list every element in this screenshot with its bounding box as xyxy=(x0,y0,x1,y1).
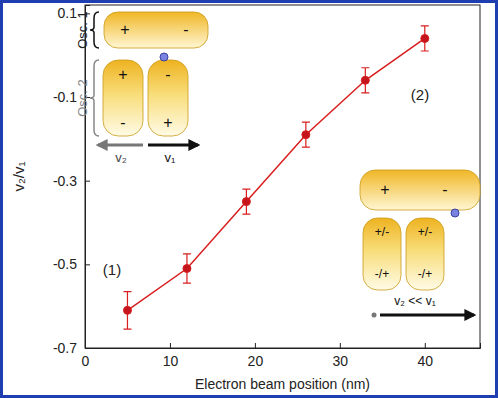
error-bar xyxy=(302,122,310,147)
osc1-rod xyxy=(104,12,208,48)
x-tick-mark xyxy=(340,343,341,348)
y-tick-label: 0.1 xyxy=(58,5,78,21)
error-bar xyxy=(242,189,250,214)
data-point xyxy=(242,198,250,206)
x-tick-label: 30 xyxy=(333,353,349,369)
arrow xyxy=(148,144,198,147)
y-tick-label: -0.3 xyxy=(53,173,77,189)
x-tick: 20 xyxy=(248,343,264,369)
data-point xyxy=(183,265,191,273)
error-bar xyxy=(361,68,369,93)
brace xyxy=(90,12,99,48)
osc2-rod xyxy=(103,60,143,136)
brace xyxy=(90,60,99,136)
annotation: + xyxy=(118,66,127,83)
x-tick: 30 xyxy=(333,343,349,369)
annotation: v₂ xyxy=(115,150,127,165)
plot-frame xyxy=(85,5,480,348)
x-tick-label: 40 xyxy=(417,353,433,369)
y-tick-mark xyxy=(85,181,90,182)
annotation: -/+ xyxy=(418,267,432,281)
x-tick-mark xyxy=(425,343,426,348)
y-tick: -0.3 xyxy=(53,173,90,189)
osc2-rod xyxy=(406,218,444,290)
y-tick: -0.5 xyxy=(53,256,90,272)
annotation: +/- xyxy=(418,225,432,239)
annotations: (1) (2) Osc. 1 Osc. 2 + - + - - + v₂ v₁ + - +/- -/+ +/- -… xyxy=(75,11,447,308)
y-tick-label: -0.7 xyxy=(53,340,77,356)
y-tick-label: -0.5 xyxy=(53,256,77,272)
x-tick-mark xyxy=(170,343,171,348)
data-point xyxy=(123,306,131,314)
arrow xyxy=(380,314,474,317)
error-bar xyxy=(123,292,131,330)
osc1-rod xyxy=(360,170,480,210)
y-axis-title: v₂/v₁ xyxy=(10,161,27,191)
y-axis-line xyxy=(86,6,91,349)
x-tick-label: 10 xyxy=(163,353,179,369)
annotation: + xyxy=(120,21,129,38)
y-tick-mark xyxy=(85,264,90,265)
annotation: Osc. 2 xyxy=(75,79,90,117)
x-tick-label: 20 xyxy=(248,353,264,369)
data-point xyxy=(421,34,429,42)
annotation: (2) xyxy=(411,86,429,103)
data-point xyxy=(361,76,369,84)
electron xyxy=(160,53,168,61)
chart: 0 10 20 30 40 0.1 -0.1 -0.3 -0.5 -0.7 Electron bea… xyxy=(0,0,498,398)
plot-area xyxy=(123,26,428,329)
annotation: + xyxy=(163,114,172,131)
annotation: - xyxy=(120,114,125,131)
annotation: v₁ xyxy=(165,150,177,165)
x-tick: 40 xyxy=(417,343,433,369)
data-line xyxy=(127,38,424,310)
data-point xyxy=(302,131,310,139)
annotation: Osc. 1 xyxy=(75,11,90,49)
annotation: v₂ << v₁ xyxy=(394,294,435,308)
x-tick: 10 xyxy=(163,343,179,369)
x-tick-mark xyxy=(255,343,256,348)
osc2-rod xyxy=(148,60,188,136)
annotation: (1) xyxy=(103,261,121,278)
annotation: -/+ xyxy=(375,267,389,281)
y-axis: 0.1 -0.1 -0.3 -0.5 -0.7 xyxy=(53,5,90,356)
osc2-rod xyxy=(363,218,401,290)
annotation: +/- xyxy=(375,225,389,239)
y-tick: -0.7 xyxy=(53,340,90,356)
arrow-dot xyxy=(372,313,377,318)
annotation: - xyxy=(165,66,170,83)
x-axis-title: Electron beam position (nm) xyxy=(195,376,370,392)
y-tick-label: -0.1 xyxy=(53,89,77,105)
x-axis: 0 10 20 30 40 xyxy=(82,343,481,369)
annotation: + xyxy=(380,181,389,198)
error-bar xyxy=(183,254,191,283)
annotation: - xyxy=(442,181,447,198)
error-bar xyxy=(421,26,429,51)
border xyxy=(2,2,497,397)
annotation: - xyxy=(183,21,188,38)
x-axis-line xyxy=(86,343,481,349)
y-tick-mark xyxy=(85,348,90,349)
insets xyxy=(90,12,480,318)
arrow xyxy=(98,144,143,147)
electron xyxy=(451,209,459,217)
x-tick-label: 0 xyxy=(82,353,90,369)
